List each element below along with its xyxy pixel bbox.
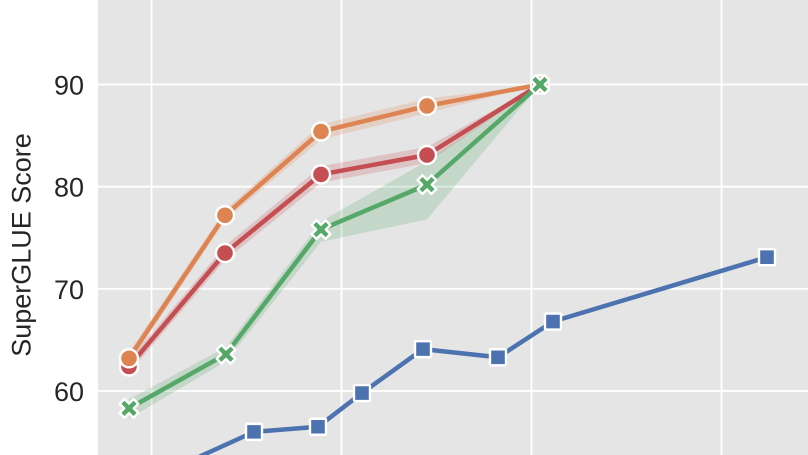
marker-blue-squares [488,348,508,367]
marker-red-circles [310,164,332,185]
marker-green-x [529,73,551,96]
marker-red-circles [416,144,438,166]
marker-green-x [215,343,237,365]
marker-orange-circles [118,348,140,369]
y-tick-label: 70 [54,275,84,305]
marker-green-x [118,397,140,419]
marker-blue-squares [757,247,777,267]
marker-red-circles [214,242,236,264]
y-axis-label: SuperGLUE Score [6,133,37,357]
marker-orange-circles [310,121,332,142]
y-tick-label: 90 [54,71,84,101]
plot-area [98,0,808,455]
marker-orange-circles [416,95,438,117]
y-tick-label: 80 [54,173,84,203]
marker-blue-squares [308,417,328,436]
marker-orange-circles [214,205,236,226]
plot-contents [98,0,808,455]
confidence-band-green-x [129,84,540,419]
marker-green-x [416,174,438,196]
marker-green-x [310,219,332,241]
marker-blue-squares [352,383,372,403]
marker-blue-squares [413,339,433,359]
y-tick-label: 60 [54,377,84,407]
marker-blue-squares [244,422,264,442]
marker-blue-squares [543,312,563,331]
